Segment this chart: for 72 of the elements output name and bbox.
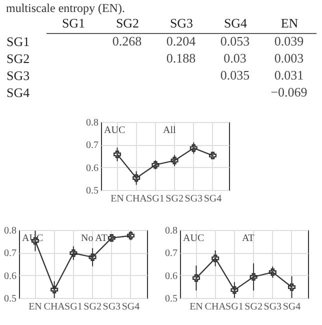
y-tick-label: 0.7 (4, 248, 16, 260)
x-tick-label: SG2 (84, 302, 102, 312)
x-tick-label: CHA (204, 302, 227, 312)
x-tick-label: CHA (126, 194, 148, 204)
x-tick-label: EN (110, 194, 124, 204)
y-tick-label: 0.5 (165, 294, 178, 304)
point (209, 152, 217, 160)
y-tick-label: 0.7 (86, 140, 98, 152)
x-tick-label: SG2 (244, 302, 262, 312)
x-tick-label: EN (28, 302, 42, 312)
category-label: SG3 (6, 68, 30, 83)
point (268, 268, 276, 276)
x-tick-label: CHA (44, 302, 66, 312)
category-label: EN (280, 16, 299, 30)
y-tick-label: 0.5 (4, 294, 16, 304)
point (192, 274, 200, 282)
x-tick-label: SG1 (226, 302, 244, 312)
y-tick-label: 0.8 (86, 118, 98, 128)
text: 0.035 (220, 68, 250, 82)
y-tick-label: 0.6 (86, 162, 98, 174)
y-tick-label: 0.5 (86, 186, 98, 196)
x-tick-label: SG1 (64, 302, 82, 312)
category-label: SG3 (170, 16, 194, 30)
annotation: AUC (104, 125, 126, 136)
x-tick-label: SG1 (146, 194, 164, 204)
point (170, 156, 178, 164)
point (132, 174, 140, 182)
point (127, 232, 135, 240)
text: 0.003 (274, 50, 304, 66)
text: multiscale entropy (EN). (6, 1, 125, 15)
point (50, 286, 58, 294)
category-label: SG1 (62, 16, 86, 30)
x-tick-label: SG4 (122, 302, 140, 312)
category-label: SG1 (6, 34, 30, 49)
annotation: No AT (81, 233, 108, 244)
point (70, 249, 78, 257)
category-label: SG2 (6, 51, 30, 66)
y-tick-label: 0.6 (4, 270, 16, 282)
point (88, 253, 96, 261)
text: 0.03 (224, 50, 246, 66)
x-tick-label: SG4 (204, 194, 222, 204)
annotation: AUC (183, 233, 204, 244)
y-tick-label: 0.7 (165, 248, 178, 260)
annotation: All (163, 125, 176, 136)
category-label: SG4 (6, 85, 30, 100)
point (230, 286, 238, 294)
point (113, 150, 121, 158)
category-label: SG4 (224, 16, 248, 30)
y-tick-label: 0.6 (165, 270, 178, 282)
x-tick-label: SG3 (184, 194, 203, 204)
text: 0.268 (112, 34, 142, 48)
y-tick-label: 0.8 (4, 226, 16, 236)
text: 0.053 (220, 34, 250, 48)
text: 0.031 (274, 68, 304, 82)
text: −0.069 (270, 84, 308, 100)
point (152, 161, 160, 169)
category-label: SG2 (116, 16, 140, 30)
point (250, 273, 258, 281)
x-tick-label: SG2 (166, 194, 184, 204)
point (108, 234, 116, 242)
x-tick-label: EN (190, 302, 203, 312)
annotation: AT (242, 233, 254, 244)
y-tick-label: 0.8 (165, 226, 178, 236)
x-tick-label: SG3 (102, 302, 121, 312)
x-tick-label: SG4 (282, 302, 301, 312)
text: 0.204 (166, 34, 196, 48)
point (190, 144, 198, 152)
x-tick-label: SG3 (264, 302, 282, 312)
point (288, 283, 296, 291)
text: 0.188 (166, 50, 196, 66)
text: 0.039 (274, 34, 304, 48)
point (212, 254, 220, 262)
